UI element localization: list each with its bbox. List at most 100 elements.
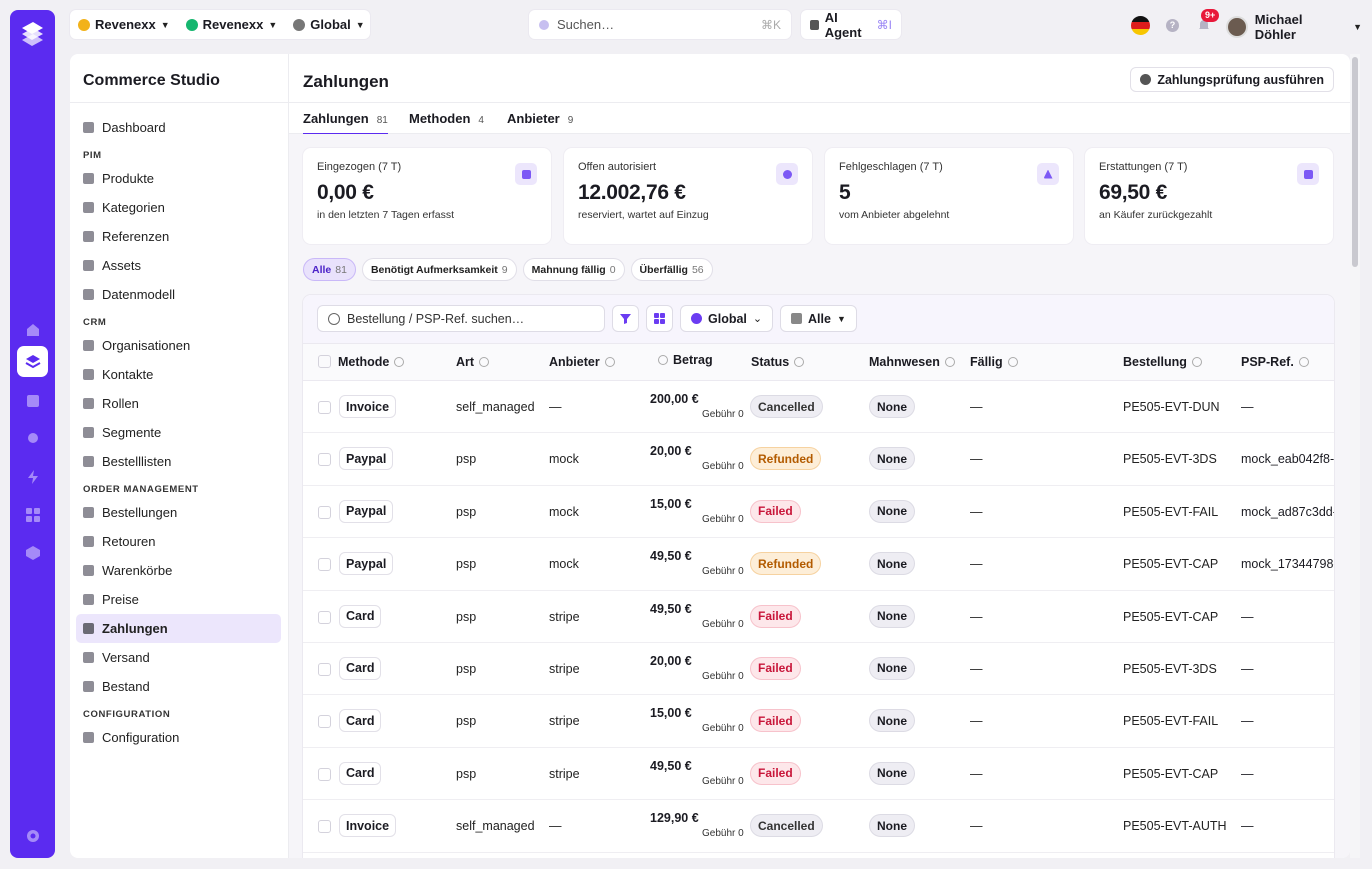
select-all-checkbox[interactable] bbox=[318, 355, 331, 368]
cell-type: psp bbox=[456, 609, 477, 624]
table-row[interactable]: Paypal psp mock — PE505-EVT-CAP 49,50 € Gebühr… bbox=[303, 538, 1334, 591]
cell-type: psp bbox=[456, 661, 477, 676]
table-row[interactable]: Invoice self_managed — — PE505-EVT-AUTH 129,9… bbox=[303, 800, 1334, 853]
lightning-icon[interactable] bbox=[17, 461, 48, 492]
layout-toggle-button[interactable] bbox=[646, 305, 673, 332]
sidebar-item-referenzen[interactable]: Referenzen bbox=[76, 222, 281, 251]
row-checkbox[interactable] bbox=[318, 610, 331, 624]
scope-dropdown[interactable]: Global ⌄ bbox=[680, 305, 774, 332]
analytics-icon[interactable] bbox=[17, 385, 48, 416]
sidebar-item-versand[interactable]: Versand bbox=[76, 643, 281, 672]
globe-icon bbox=[293, 18, 306, 31]
filter-chip-attention[interactable]: Benötigt Aufmerksamkeit 9 bbox=[361, 258, 517, 281]
cell-provider: — bbox=[549, 819, 562, 834]
sidebar-item-configuration[interactable]: Configuration bbox=[76, 723, 281, 752]
table-row[interactable]: Card psp stripe — PE505-EVT-CAP 49,50 € Gebühr… bbox=[303, 591, 1334, 643]
sidebar-item-rollen[interactable]: Rollen bbox=[76, 389, 281, 418]
col-betrag[interactable]: Betrag bbox=[658, 353, 713, 367]
row-checkbox[interactable] bbox=[318, 715, 331, 729]
cell-order: PE505-EVT-CAP bbox=[1123, 766, 1219, 781]
row-checkbox[interactable] bbox=[318, 662, 331, 676]
tab-methoden[interactable]: Methoden 4 bbox=[409, 111, 484, 126]
apps-grid-icon[interactable] bbox=[17, 499, 48, 530]
col-mahnwesen[interactable]: Mahnwesen bbox=[869, 355, 955, 369]
help-icon[interactable]: ? bbox=[1166, 19, 1179, 32]
method-badge: Card bbox=[339, 604, 382, 628]
sidebar-item-retouren[interactable]: Retouren bbox=[76, 527, 281, 556]
sidebar-item-assets[interactable]: Assets bbox=[76, 251, 281, 280]
col-anbieter[interactable]: Anbieter bbox=[549, 355, 615, 369]
run-payment-check-button[interactable]: Zahlungsprüfung ausführen bbox=[1130, 67, 1334, 92]
col-methode[interactable]: Methode bbox=[338, 355, 405, 369]
sidebar-item-warenk-rbe[interactable]: Warenkörbe bbox=[76, 556, 281, 585]
home-icon[interactable] bbox=[17, 314, 48, 345]
tab-zahlungen[interactable]: Zahlungen 81 bbox=[303, 111, 388, 135]
view-dropdown[interactable]: Alle ▼ bbox=[780, 305, 857, 332]
sidebar-item-label: Rollen bbox=[102, 396, 139, 411]
filter-chip-dunning-due[interactable]: Mahnung fällig 0 bbox=[522, 258, 625, 281]
sidebar-item-produkte[interactable]: Produkte bbox=[76, 164, 281, 193]
col-faellig[interactable]: Fällig bbox=[970, 355, 1018, 369]
sidebar-item-datenmodell[interactable]: Datenmodell bbox=[76, 280, 281, 309]
col-art[interactable]: Art bbox=[456, 355, 490, 369]
scope-select[interactable]: Global ▼ bbox=[285, 10, 372, 39]
row-checkbox[interactable] bbox=[318, 401, 331, 414]
commerce-layers-icon[interactable] bbox=[17, 346, 48, 377]
cell-type: psp bbox=[456, 452, 477, 467]
org-select[interactable]: Revenexx ▼ bbox=[178, 10, 286, 39]
cell-order: PE505-EVT-FAIL bbox=[1123, 714, 1219, 729]
cell-order: PE505-EVT-CAP bbox=[1123, 609, 1219, 624]
row-checkbox[interactable] bbox=[318, 505, 331, 519]
cell-provider: stripe bbox=[549, 766, 580, 781]
language-flag-icon[interactable] bbox=[1131, 16, 1150, 35]
location-icon[interactable] bbox=[17, 423, 48, 454]
row-checkbox[interactable] bbox=[318, 820, 331, 834]
sidebar-item-kategorien[interactable]: Kategorien bbox=[76, 193, 281, 222]
table-row[interactable]: Paypal psp mock — PE505-EVT-FAIL 15,00 € Gebüh… bbox=[303, 486, 1334, 539]
sidebar-item-dashboard[interactable]: Dashboard bbox=[76, 113, 281, 142]
row-checkbox[interactable] bbox=[318, 558, 331, 572]
sidebar-item-organisationen[interactable]: Organisationen bbox=[76, 331, 281, 360]
table-row[interactable]: Card psp stripe — PE505-EVT-3DS 20,00 € Gebühr… bbox=[303, 643, 1334, 696]
sidebar-item-bestellungen[interactable]: Bestellungen bbox=[76, 498, 281, 527]
col-psp-ref[interactable]: PSP-Ref. bbox=[1241, 355, 1309, 369]
sidebar-item-preise[interactable]: Preise bbox=[76, 585, 281, 614]
col-bestellung[interactable]: Bestellung bbox=[1123, 355, 1202, 369]
table-row[interactable]: Paypal psp mock — PE505-EVT-3DS 20,00 € Gebühr… bbox=[303, 433, 1334, 486]
tab-anbieter[interactable]: Anbieter 9 bbox=[507, 111, 574, 126]
tenant-select[interactable]: Revenexx ▼ bbox=[70, 10, 178, 39]
amount-value: 200,00 € bbox=[650, 392, 699, 406]
order-search-input[interactable]: Bestellung / PSP-Ref. suchen… bbox=[317, 305, 605, 332]
table-row[interactable]: Card psp stripe — PE505-EVT-CAP 49,50 € Gebühr… bbox=[303, 748, 1334, 801]
app-logo-icon[interactable] bbox=[19, 20, 46, 48]
method-badge: Card bbox=[339, 656, 382, 680]
ai-agent-button[interactable]: AI Agent ⌘I bbox=[801, 10, 901, 40]
sidebar-item-zahlungen[interactable]: Zahlungen bbox=[76, 614, 281, 643]
global-search-input[interactable]: Suchen… ⌘K bbox=[529, 10, 791, 39]
notification-bell-icon[interactable] bbox=[1196, 17, 1212, 33]
sidebar-item-bestelllisten[interactable]: Bestelllisten bbox=[76, 447, 281, 476]
status-badge: Failed bbox=[750, 761, 801, 785]
cell-psp-ref: — bbox=[1241, 400, 1254, 414]
page-content: Eingezogen (7 T) 0,00 € in den letzten 7 T… bbox=[289, 134, 1350, 858]
row-checkbox[interactable] bbox=[318, 767, 331, 781]
sidebar-item-bestand[interactable]: Bestand bbox=[76, 672, 281, 701]
cell-provider: stripe bbox=[549, 714, 580, 729]
row-checkbox[interactable] bbox=[318, 453, 331, 467]
user-menu[interactable]: Michael Döhler ▼ bbox=[1226, 12, 1362, 42]
sidebar-item-kontakte[interactable]: Kontakte bbox=[76, 360, 281, 389]
col-status[interactable]: Status bbox=[751, 355, 805, 369]
table-row[interactable]: Invoice self_managed — — PE505-EVT-DUN 200,00… bbox=[303, 381, 1334, 434]
amount-value: 15,00 € bbox=[650, 706, 692, 721]
settings-gear-icon[interactable] bbox=[17, 820, 48, 851]
filter-chip-all[interactable]: Alle 81 bbox=[303, 258, 356, 281]
page-scrollbar[interactable] bbox=[1350, 54, 1360, 858]
cube-icon[interactable] bbox=[17, 537, 48, 568]
filter-button[interactable] bbox=[612, 305, 639, 332]
sidebar-item-segmente[interactable]: Segmente bbox=[76, 418, 281, 447]
search-icon bbox=[539, 19, 549, 30]
sidebar-item-label: Produkte bbox=[102, 171, 155, 186]
filter-chip-overdue[interactable]: Überfällig 56 bbox=[630, 258, 713, 281]
cell-due: — bbox=[970, 452, 983, 467]
table-row[interactable]: Card psp stripe — PE505-EVT-FAIL 15,00 € Gebüh… bbox=[303, 695, 1334, 748]
